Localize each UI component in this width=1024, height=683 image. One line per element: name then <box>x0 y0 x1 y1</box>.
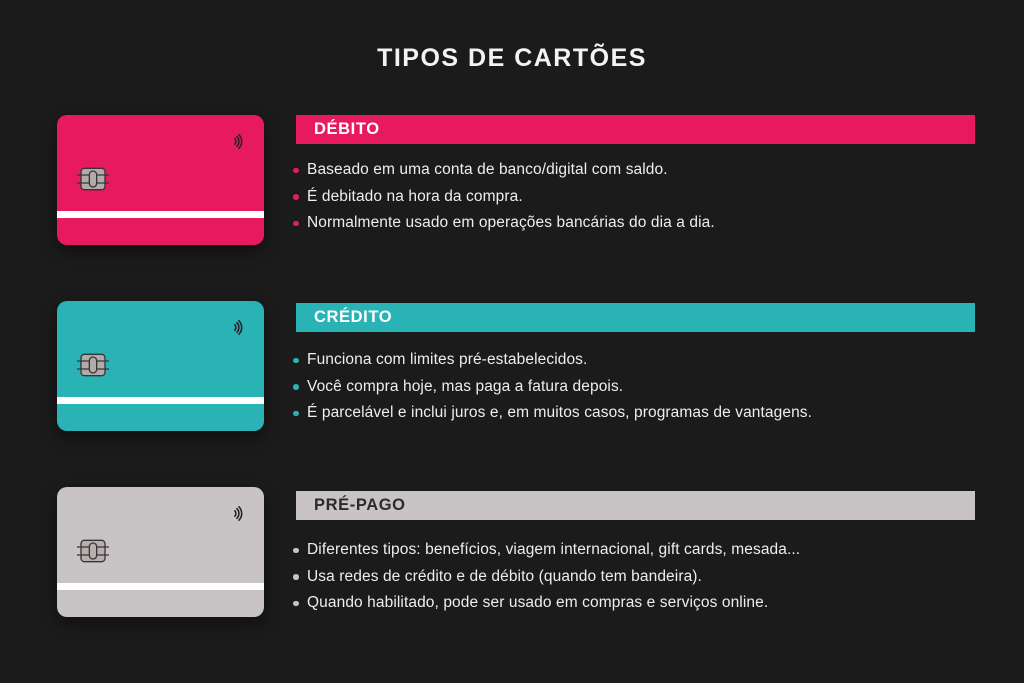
bullet-text: Quando habilitado, pode ser usado em com… <box>307 594 769 611</box>
card-stripe <box>57 583 264 590</box>
section-header-label: DÉBITO <box>314 120 380 138</box>
bullet-dot <box>293 194 299 200</box>
list-item: Funciona com limites pré-estabelecidos. <box>293 347 993 374</box>
bullet-list-pre-pago: Diferentes tipos: benefícios, viagem int… <box>293 537 993 617</box>
bullet-dot <box>293 410 299 416</box>
contactless-icon <box>234 505 243 522</box>
bullet-dot <box>293 220 299 226</box>
section-header-label: PRÉ-PAGO <box>314 496 406 514</box>
section-header-label: CRÉDITO <box>314 308 393 326</box>
card-stripe <box>57 211 264 218</box>
contactless-icon <box>234 133 243 150</box>
bullet-dot <box>293 384 299 390</box>
emv-chip-icon <box>77 539 109 563</box>
list-item: É parcelável e inclui juros e, em muitos… <box>293 400 993 427</box>
bullet-list-debito: Baseado em uma conta de banco/digital co… <box>293 157 993 237</box>
bullet-dot <box>293 547 299 553</box>
bullet-text: Diferentes tipos: benefícios, viagem int… <box>307 541 801 558</box>
emv-chip-icon <box>77 353 109 377</box>
card-stripe <box>57 397 264 404</box>
bullet-text: É debitado na hora da compra. <box>307 187 523 205</box>
list-item: Diferentes tipos: benefícios, viagem int… <box>293 537 993 564</box>
list-item: Quando habilitado, pode ser usado em com… <box>293 590 993 617</box>
list-item: É debitado na hora da compra. <box>293 184 993 211</box>
debit-card-illustration <box>57 115 264 245</box>
bullet-text: É parcelável e inclui juros e, em muitos… <box>307 404 813 421</box>
contactless-icon <box>234 319 243 336</box>
page-title: TIPOS DE CARTÕES <box>377 44 647 72</box>
list-item: Você compra hoje, mas paga a fatura depo… <box>293 374 993 401</box>
bullet-text: Usa redes de crédito e de débito (quando… <box>307 567 702 585</box>
list-item: Normalmente usado em operações bancárias… <box>293 210 993 237</box>
bullet-dot <box>293 600 299 606</box>
section-header-debito: DÉBITO <box>296 115 975 144</box>
bullet-dot <box>293 574 299 580</box>
emv-chip-icon <box>77 167 109 191</box>
bullet-dot <box>293 357 299 363</box>
section-header-pre-pago: PRÉ-PAGO <box>296 491 975 520</box>
bullet-text: Funciona com limites pré-estabelecidos. <box>307 351 588 368</box>
list-item: Baseado em uma conta de banco/digital co… <box>293 157 993 184</box>
prepaid-card-illustration <box>57 487 264 617</box>
bullet-text: Normalmente usado em operações bancárias… <box>307 214 715 231</box>
bullet-text: Baseado em uma conta de banco/digital co… <box>307 161 668 178</box>
list-item: Usa redes de crédito e de débito (quando… <box>293 564 993 591</box>
credit-card-illustration <box>57 301 264 431</box>
bullet-dot <box>293 167 299 173</box>
bullet-text: Você compra hoje, mas paga a fatura depo… <box>307 377 624 395</box>
section-header-credito: CRÉDITO <box>296 303 975 332</box>
bullet-list-credito: Funciona com limites pré-estabelecidos. … <box>293 347 993 427</box>
